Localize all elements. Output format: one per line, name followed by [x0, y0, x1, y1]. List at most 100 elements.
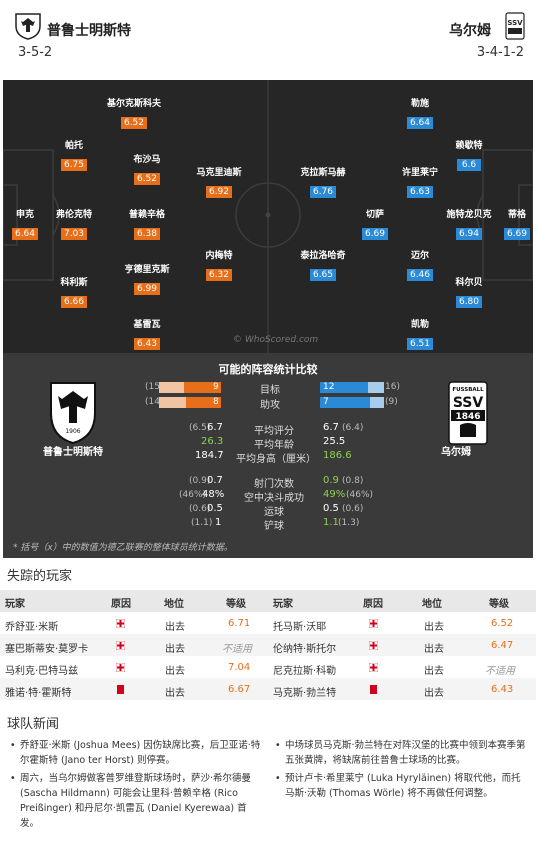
away-player[interactable]: 科尔贝 6.80: [439, 275, 499, 308]
away-player[interactable]: 切萨 6.69: [345, 207, 405, 240]
news-item: 乔舒亚·米斯 (Joshua Mees) 因伤缺席比赛，后卫亚诺·特尔霍斯特 (…: [10, 738, 265, 768]
missing-rating: 6.67: [228, 684, 251, 695]
home-player[interactable]: 布沙马 6.52: [117, 152, 177, 185]
away-crest-word: FUSSBALL: [452, 387, 484, 393]
home-player[interactable]: 科利斯 6.66: [44, 275, 104, 308]
away-player[interactable]: 施特龙贝克 6.94: [439, 207, 499, 240]
shots-label: 射门次数: [254, 479, 294, 490]
home-assists: 8: [213, 397, 219, 407]
player-rating: 7.03: [60, 228, 88, 240]
missing-rating: 6.52: [491, 618, 514, 629]
player-rating: 6.69: [361, 228, 389, 240]
player-name: 许里莱宁: [401, 168, 438, 178]
home-team-name[interactable]: 普鲁士明斯特: [47, 23, 131, 39]
player-name: 弗伦克特: [55, 210, 92, 220]
news-item: 周六，当乌尔姆做客普罗维登斯球场时，萨沙·希尔德曼 (Sascha Hildma…: [10, 771, 265, 831]
player-name: 泰拉洛哈奇: [300, 251, 346, 261]
stats-footnote: * 括号（x）中的数值为德乙联赛的整体球员统计数据。: [13, 543, 233, 553]
missing-player-name[interactable]: 马利克·巴特马兹: [5, 666, 79, 677]
missing-player-name[interactable]: 塞巴斯蒂安·莫罗卡: [5, 644, 89, 655]
away-player[interactable]: 克拉斯马赫 6.76: [293, 165, 353, 198]
home-player[interactable]: 帕托 6.75: [44, 138, 104, 171]
header-status: 地位: [164, 599, 184, 610]
home-age: 26.3: [201, 436, 224, 447]
home-big-crest-icon: 1906: [50, 382, 96, 445]
player-name: 布沙马: [133, 155, 161, 165]
home-player[interactable]: 普赖辛格 6.38: [117, 207, 177, 240]
missing-rating: 6.47: [491, 640, 514, 651]
home-player[interactable]: 申克 6.64: [3, 207, 55, 240]
away-height: 186.6: [323, 450, 352, 461]
rating-label: 平均评分: [254, 426, 294, 437]
away-team-name[interactable]: 乌尔姆: [449, 23, 491, 39]
player-rating: 6.46: [406, 269, 434, 281]
home-goals-bar: [184, 382, 221, 393]
home-tackles-season: (1.1): [191, 518, 213, 528]
missing-status: 出去: [165, 688, 185, 699]
home-goals-season: (15: [145, 382, 160, 392]
home-player[interactable]: 马克里迪斯 6.92: [189, 165, 249, 198]
away-player[interactable]: 泰拉洛哈奇 6.65: [293, 248, 353, 281]
missing-player-name[interactable]: 马克斯·勃兰特: [273, 688, 337, 699]
tackles-label: 铲球: [264, 521, 284, 532]
away-goals: 12: [323, 382, 335, 392]
header-reason: 原因: [111, 599, 131, 610]
home-shots: 0.7: [207, 475, 223, 486]
home-player[interactable]: 亨德里克斯 6.99: [117, 262, 177, 295]
player-rating: 6.94: [455, 228, 483, 240]
table-header: [0, 590, 536, 612]
age-label: 平均年龄: [254, 440, 294, 451]
away-shots-season: (0.8): [342, 476, 364, 486]
home-player[interactable]: 基雷瓦 6.43: [117, 317, 177, 350]
missing-rating: 6.71: [228, 618, 251, 629]
away-player[interactable]: 蒂格 6.69: [487, 207, 533, 240]
away-player[interactable]: 勒施 6.64: [390, 96, 450, 129]
away-player[interactable]: 迈尔 6.46: [390, 248, 450, 281]
away-tackles: 1.1: [323, 517, 339, 528]
height-label: 平均身高（厘米）: [236, 454, 316, 465]
aerial-label: 空中决斗成功: [244, 493, 304, 504]
player-rating: 6.51: [406, 338, 434, 350]
player-rating: 6.75: [60, 159, 88, 171]
home-player[interactable]: 弗伦克特 7.03: [44, 207, 104, 240]
missing-status: 出去: [165, 666, 185, 677]
header-reason: 原因: [363, 599, 383, 610]
missing-player-name[interactable]: 乔舒亚·米斯: [5, 622, 59, 633]
away-goals-bar: [320, 382, 368, 393]
away-dribbles: 0.5: [323, 503, 339, 514]
header-rating: 等级: [226, 599, 246, 610]
player-rating: 6.38: [133, 228, 161, 240]
home-player[interactable]: 基尔克斯科夫 6.52: [104, 96, 164, 129]
player-name: 科利斯: [60, 278, 88, 288]
missing-player-name[interactable]: 托马斯·沃耶: [273, 622, 327, 633]
away-tackles-season: (1.3): [338, 518, 360, 528]
injury-icon: [116, 663, 125, 672]
header-status: 地位: [422, 599, 442, 610]
away-rating: 6.7: [323, 422, 339, 433]
player-rating: 6.52: [120, 117, 148, 129]
missing-status: 出去: [424, 622, 444, 633]
home-shots-season: (0.9): [189, 476, 211, 486]
home-rating-season: (6.5): [189, 423, 211, 433]
home-player[interactable]: 内梅特 6.32: [189, 248, 249, 281]
home-crest-icon: [15, 13, 41, 40]
home-assists-bar: [186, 397, 221, 408]
missing-player-name[interactable]: 尼克拉斯·科勒: [273, 666, 337, 677]
player-name: 基雷瓦: [133, 320, 161, 330]
home-dribbles: 0.5: [207, 503, 223, 514]
away-player[interactable]: 许里莱宁 6.63: [390, 165, 450, 198]
injury-icon: [369, 663, 378, 672]
away-news-list: 中场球员马克斯·勃兰特在对阵汉堡的比赛中领到本赛季第五张黄牌，将缺席前往普鲁士球…: [275, 738, 530, 804]
missing-player-name[interactable]: 伦纳特·斯托尔: [273, 644, 337, 655]
away-player[interactable]: 赖歇特 6.6: [439, 138, 499, 171]
missing-rating: 7.04: [228, 662, 251, 673]
player-rating: 6.80: [455, 296, 483, 308]
player-rating: 6.69: [503, 228, 531, 240]
away-player[interactable]: 凯勒 6.51: [390, 317, 450, 350]
away-formation: 3-4-1-2: [476, 45, 524, 60]
away-shots: 0.9: [323, 475, 339, 486]
table-row-stripe: [0, 634, 536, 656]
player-rating: 6.32: [205, 269, 233, 281]
missing-player-name[interactable]: 雅诺·特·霍斯特: [5, 688, 72, 699]
missing-status: 出去: [424, 644, 444, 655]
